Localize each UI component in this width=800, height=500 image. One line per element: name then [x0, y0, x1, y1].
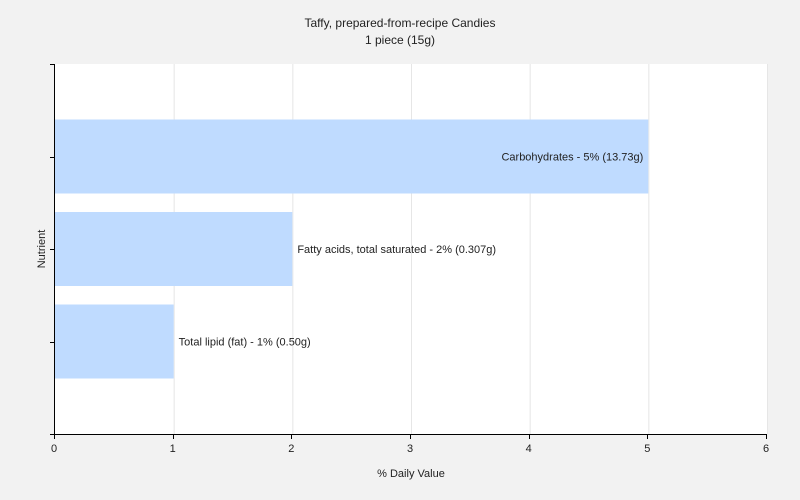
axes: 0 1 2 3 4 5 6	[50, 64, 769, 455]
x-axis-label: % Daily Value	[377, 468, 445, 480]
bar	[55, 304, 174, 379]
x-tick-label: 6	[763, 443, 769, 455]
bar	[55, 212, 293, 286]
x-tick-label: 1	[170, 443, 176, 455]
x-tick-label: 5	[644, 443, 650, 455]
bars: Carbohydrates - 5% (13.73g) Fatty acids, …	[55, 119, 649, 379]
x-tick-label: 2	[288, 443, 294, 455]
x-tick-label: 4	[526, 443, 532, 455]
x-tick-label: 3	[407, 443, 413, 455]
bar	[55, 119, 649, 194]
chart-title: Taffy, prepared-from-recipe Candies	[305, 16, 496, 30]
x-tick-label: 0	[51, 443, 57, 455]
bar-label: Total lipid (fat) - 1% (0.50g)	[179, 337, 311, 349]
y-axis-label: Nutrient	[36, 230, 48, 269]
chart-subtitle: 1 piece (15g)	[365, 33, 435, 47]
bar-label: Carbohydrates - 5% (13.73g)	[501, 152, 643, 164]
bar-label: Fatty acids, total saturated - 2% (0.307…	[297, 244, 496, 256]
